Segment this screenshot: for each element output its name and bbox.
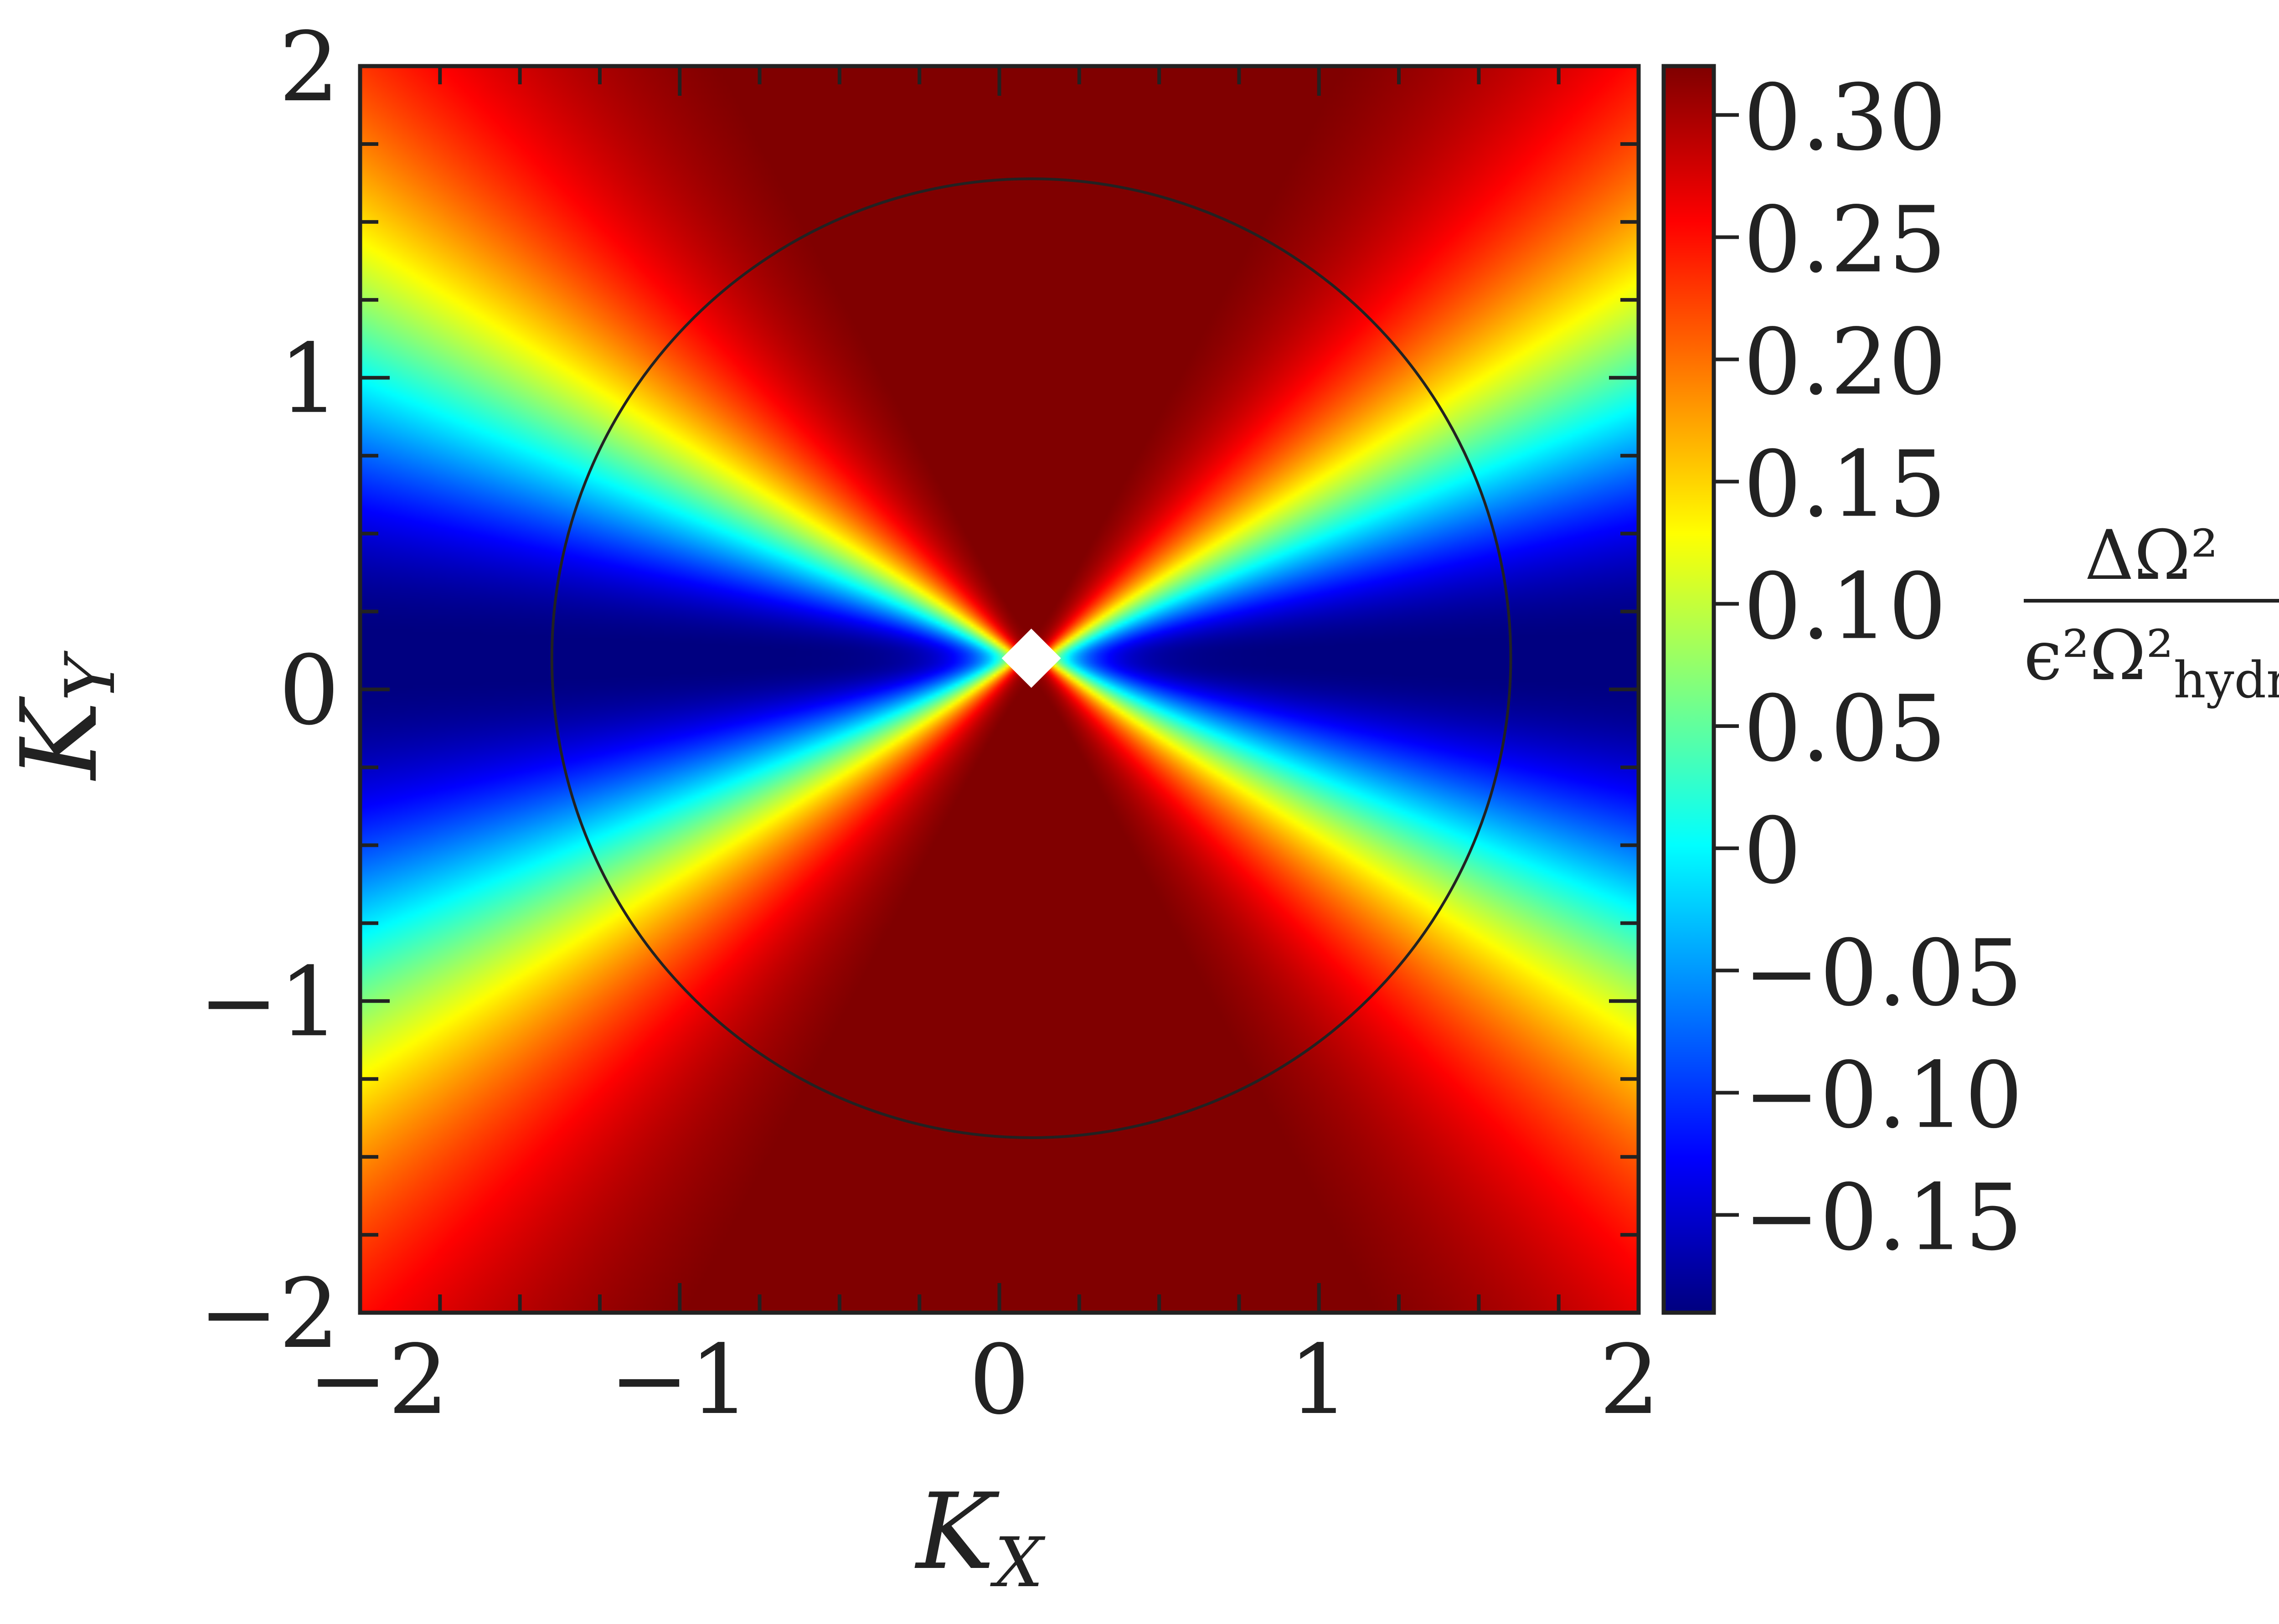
- colorbar-tick-labels: 0.30 0.25 0.20 0.15 0.10 0.05 0 −0.05 −0.10 −0.15: [1743, 65, 2023, 1271]
- colorbar-label: ΔΩ² ϵ²Ω²hydro: [2024, 516, 2279, 709]
- colorbar-label-numerator: ΔΩ²: [2085, 516, 2218, 595]
- colorbar-tick-label: 0: [1743, 798, 1801, 904]
- y-tick-label: −1: [198, 946, 340, 1058]
- y-tick-label: 2: [278, 11, 340, 123]
- axis-ticks: [358, 64, 1640, 1315]
- colorbar-label-denominator: ϵ²Ω²hydro: [2024, 616, 2279, 709]
- colorbar-tick-label: 0.20: [1743, 309, 1946, 416]
- x-tick-label: 2: [1599, 1324, 1660, 1436]
- center-diamond-marker: [1001, 629, 1061, 688]
- x-tick-label: 1: [1289, 1324, 1350, 1436]
- colorbar-tick-label: 0.05: [1743, 676, 1946, 782]
- colorbar-label-denominator-main: ϵ²Ω²: [2024, 616, 2174, 696]
- y-tick-label: 1: [278, 323, 340, 435]
- reference-circle: [550, 177, 1512, 1139]
- x-tick-label: 0: [969, 1324, 1030, 1436]
- x-axis-label-sub: X: [990, 1523, 1046, 1603]
- x-tick-label: −2: [308, 1324, 449, 1436]
- colorbar-tick-label: 0.10: [1743, 554, 1946, 660]
- colorbar-tick-label: −0.15: [1743, 1165, 2023, 1271]
- y-tick-labels: −2 −1 0 1 2: [198, 11, 340, 1370]
- y-tick-label: −2: [198, 1258, 340, 1370]
- colorbar-tick-label: −0.05: [1743, 920, 2023, 1026]
- colorbar-tick-label: 0.25: [1743, 187, 1946, 293]
- x-tick-labels: −2 −1 0 1 2: [308, 1324, 1660, 1436]
- x-tick-label: −1: [609, 1324, 750, 1436]
- colorbar-ticks: [1714, 113, 1739, 1217]
- x-axis-label: KX: [914, 1471, 1046, 1603]
- y-tick-label: 0: [278, 635, 340, 747]
- colorbar-tick-label: 0.30: [1743, 65, 1946, 171]
- y-axis-label-sub: Y: [51, 650, 130, 701]
- colorbar-tick-label: −0.10: [1743, 1042, 2023, 1149]
- y-axis-label: KY: [0, 650, 130, 781]
- x-axis-label-main: K: [914, 1471, 1000, 1593]
- colorbar-tick-label: 0.15: [1743, 432, 1946, 538]
- heatmap-field: [360, 66, 1639, 1313]
- y-axis-label-main: K: [0, 696, 121, 781]
- colorbar-label-denominator-sub: hydro: [2174, 651, 2279, 709]
- colorbar: [1661, 64, 1716, 1315]
